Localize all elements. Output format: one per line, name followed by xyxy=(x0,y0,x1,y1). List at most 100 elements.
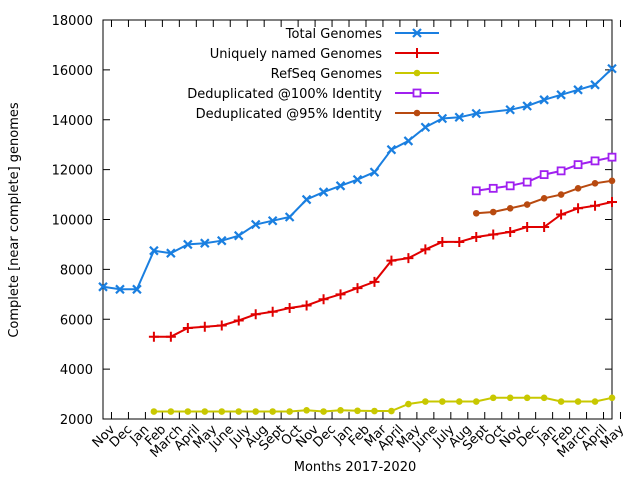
data-point xyxy=(437,113,448,124)
data-point xyxy=(183,239,193,250)
y-axis: 2000 4000 6000 8000 10000 12000 14000 16000 1800… xyxy=(52,14,612,428)
data-point xyxy=(573,85,583,95)
data-point xyxy=(556,166,566,176)
data-point xyxy=(422,398,429,405)
data-point xyxy=(335,289,346,300)
data-point xyxy=(284,212,295,222)
data-point xyxy=(165,331,176,342)
data-point xyxy=(439,398,446,405)
data-point xyxy=(591,180,599,187)
series-layer xyxy=(98,63,617,415)
series-line xyxy=(153,396,613,413)
data-point xyxy=(318,187,329,197)
data-point xyxy=(420,122,431,133)
data-point xyxy=(216,235,227,246)
data-point xyxy=(303,406,310,414)
legend-label: Deduplicated @95% Identity xyxy=(196,107,383,122)
data-point xyxy=(506,394,514,402)
data-point xyxy=(607,63,617,74)
data-point xyxy=(201,408,209,415)
data-point xyxy=(233,230,244,241)
data-point xyxy=(591,398,599,405)
data-point xyxy=(301,194,312,205)
y-axis-label: Complete [near complete] genomes xyxy=(7,102,22,338)
data-point xyxy=(505,181,515,191)
data-point xyxy=(556,209,567,220)
legend-marker xyxy=(412,48,422,58)
data-point xyxy=(456,398,463,405)
data-point xyxy=(607,152,617,162)
y-tick-label: 14000 xyxy=(52,114,93,129)
legend-marker xyxy=(413,109,421,117)
data-point xyxy=(369,167,380,177)
data-point xyxy=(371,407,378,415)
data-point xyxy=(471,231,482,242)
data-point xyxy=(607,197,617,208)
data-point xyxy=(320,408,327,415)
data-point xyxy=(488,229,499,240)
data-point xyxy=(540,394,548,402)
series-0 xyxy=(98,63,617,295)
data-point xyxy=(420,244,431,255)
data-point xyxy=(522,101,532,111)
y-tick-label: 10000 xyxy=(52,214,93,229)
legend-label: Deduplicated @100% Identity xyxy=(187,87,382,102)
data-point xyxy=(284,303,295,314)
series-line xyxy=(153,201,613,338)
data-point xyxy=(199,321,210,332)
data-point xyxy=(250,219,261,230)
data-point xyxy=(98,282,108,292)
data-point xyxy=(574,398,582,405)
data-point xyxy=(472,209,480,217)
series-4 xyxy=(472,177,616,217)
data-point xyxy=(557,398,565,405)
data-point xyxy=(557,191,565,198)
data-point xyxy=(267,215,278,226)
data-point xyxy=(352,174,363,185)
data-point xyxy=(472,398,480,405)
data-point xyxy=(506,204,514,212)
data-point xyxy=(454,112,465,123)
data-point xyxy=(522,177,532,187)
data-point xyxy=(269,408,276,415)
series-2 xyxy=(150,394,616,415)
data-point xyxy=(250,309,261,320)
data-point xyxy=(335,181,346,191)
data-point xyxy=(369,276,380,287)
data-point xyxy=(233,315,244,326)
data-point xyxy=(148,331,159,342)
data-point xyxy=(437,236,448,247)
y-tick-label: 16000 xyxy=(52,64,93,79)
data-point xyxy=(488,183,498,193)
y-tick-label: 6000 xyxy=(60,313,93,328)
data-point xyxy=(403,136,414,146)
x-axis-label: Months 2017-2020 xyxy=(294,460,417,475)
data-point xyxy=(388,407,395,415)
data-point xyxy=(573,160,583,170)
data-point xyxy=(184,408,192,415)
data-point xyxy=(590,80,600,90)
data-point xyxy=(352,283,363,294)
data-point xyxy=(574,185,582,192)
data-point xyxy=(216,320,227,331)
data-point xyxy=(403,253,414,264)
data-point xyxy=(318,294,329,305)
y-tick-label: 12000 xyxy=(52,164,93,179)
data-point xyxy=(522,221,533,232)
data-point xyxy=(354,407,361,415)
data-point xyxy=(608,394,616,402)
data-point xyxy=(523,201,531,208)
data-point xyxy=(149,245,159,256)
legend-label: Uniquely named Genomes xyxy=(210,47,382,62)
legend-label: RefSeq Genomes xyxy=(271,67,383,82)
data-point xyxy=(489,208,497,216)
y-tick-label: 4000 xyxy=(60,363,93,378)
data-point xyxy=(539,170,549,180)
data-point xyxy=(540,195,548,202)
data-point xyxy=(132,284,142,295)
series-1 xyxy=(148,197,617,342)
data-point xyxy=(150,408,158,415)
y-tick-label: 18000 xyxy=(52,14,93,29)
data-point xyxy=(337,406,344,414)
data-point xyxy=(556,90,566,100)
